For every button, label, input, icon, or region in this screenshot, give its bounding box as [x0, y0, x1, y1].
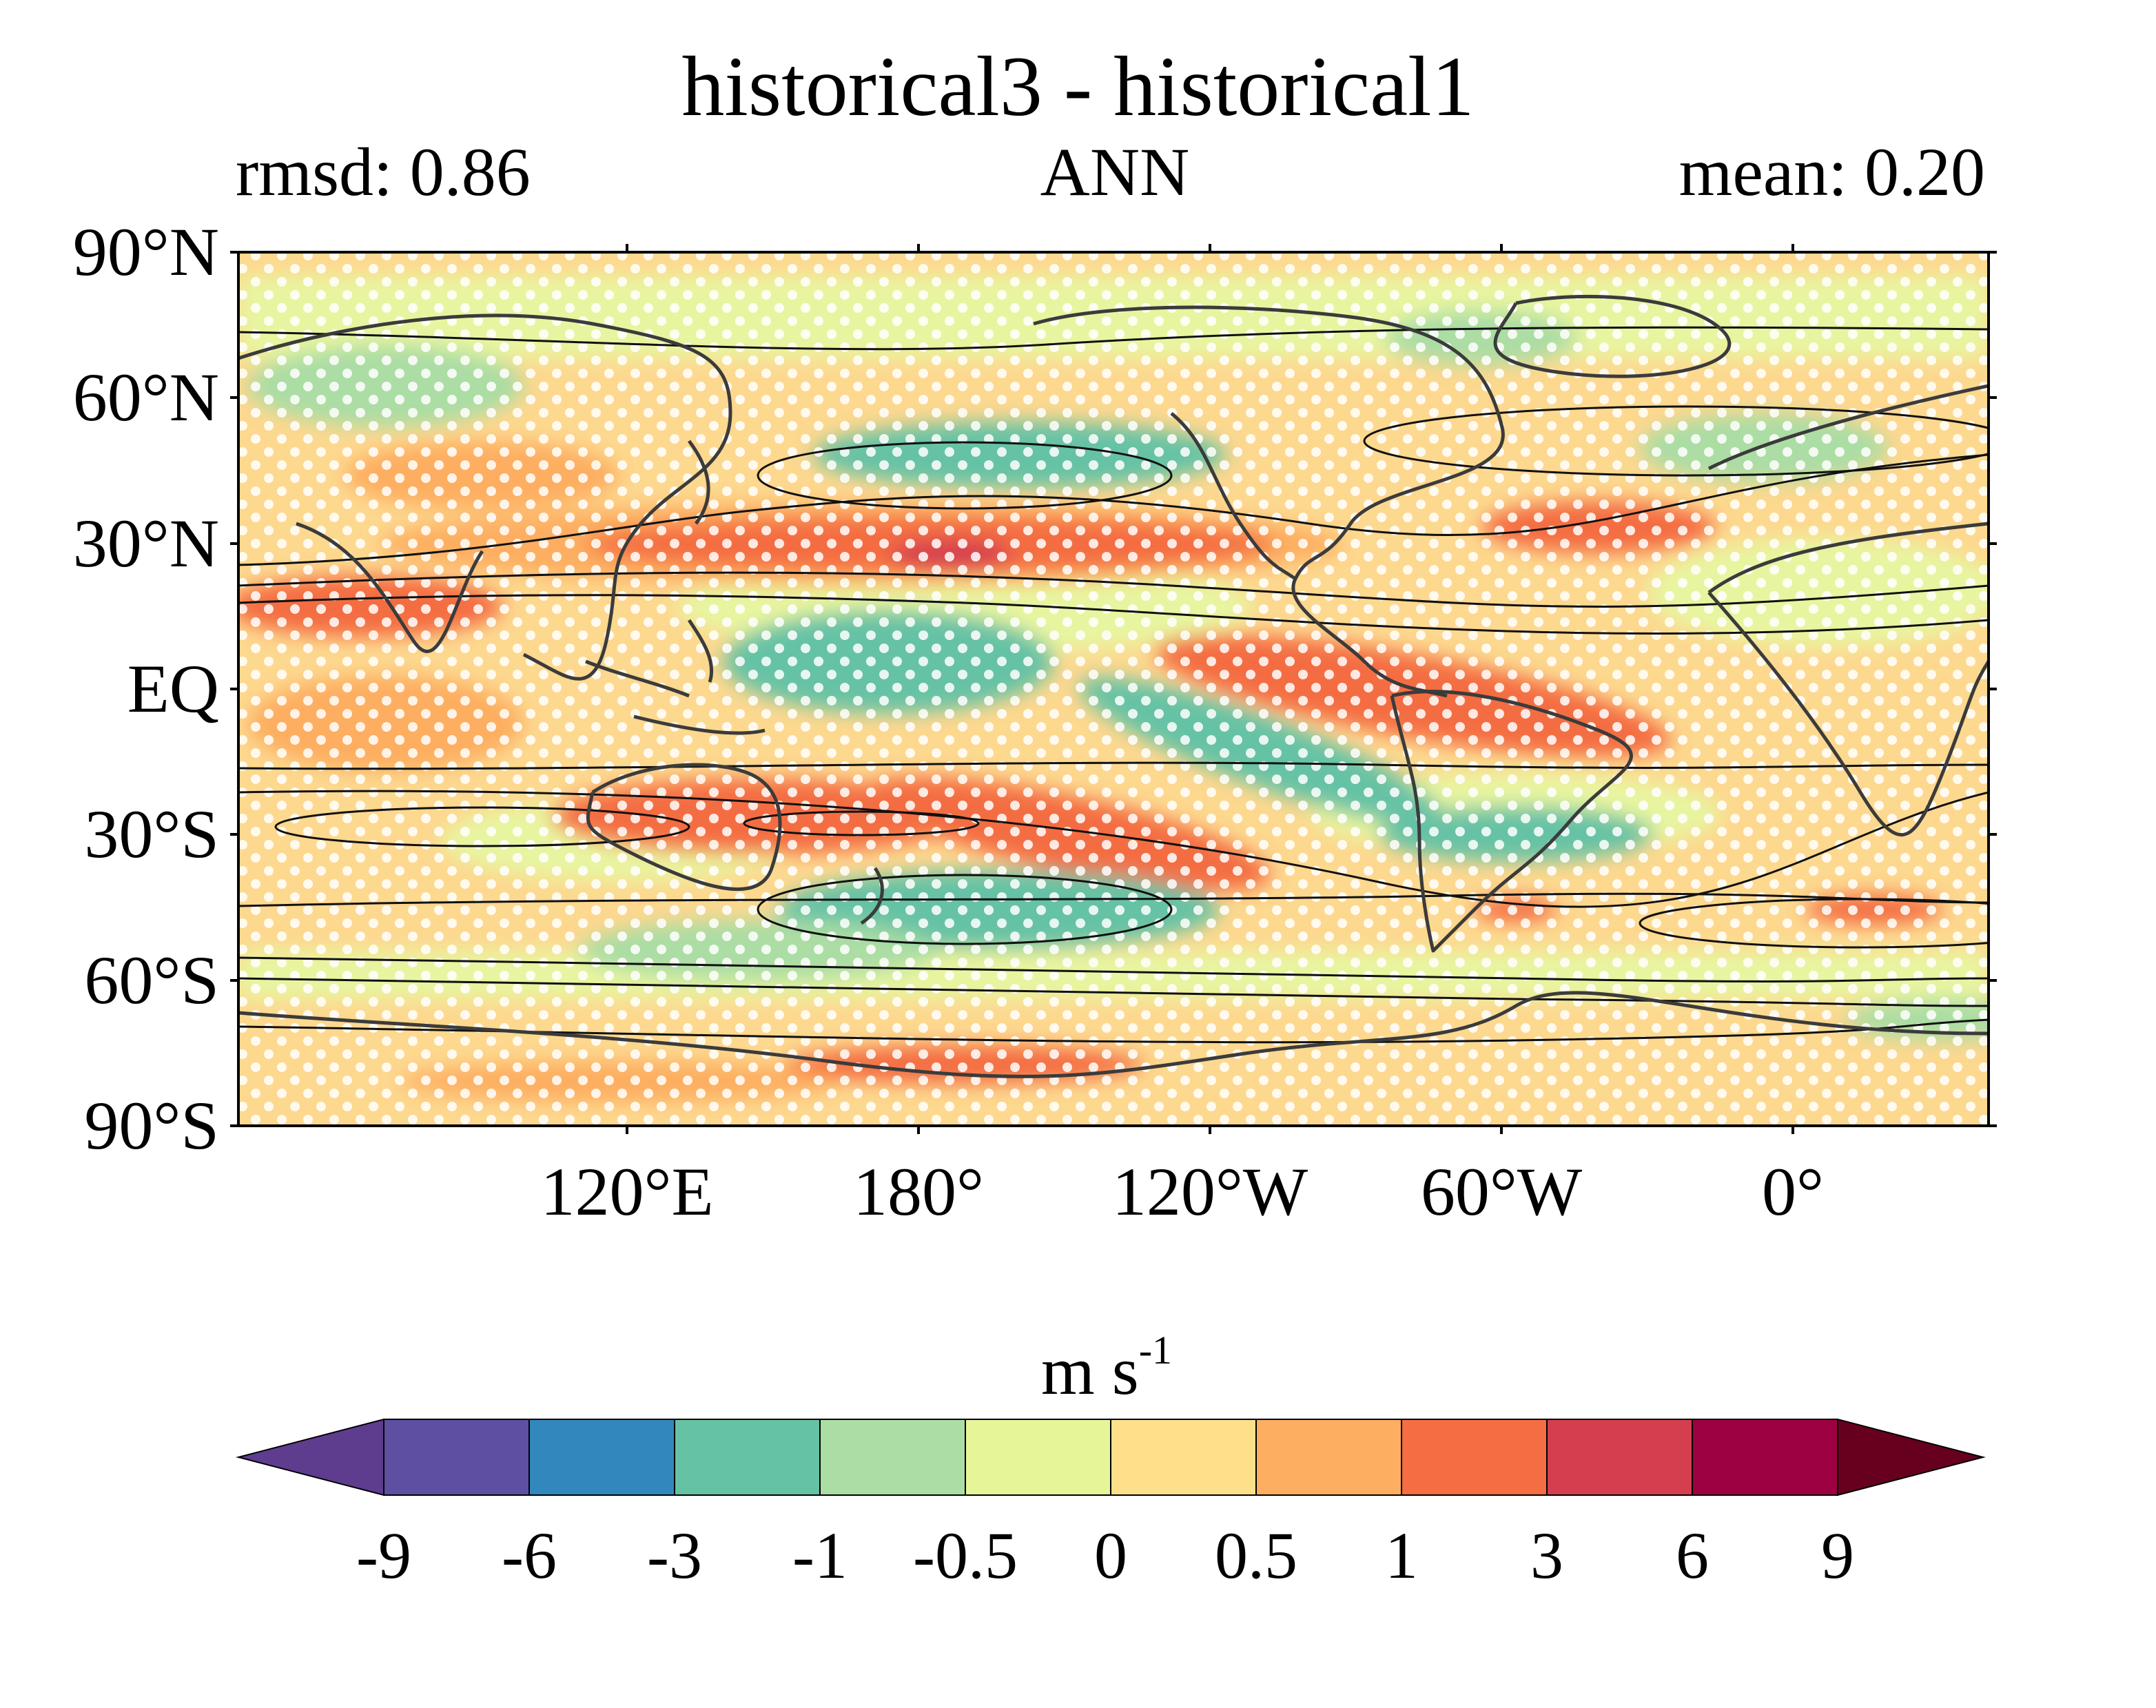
- lon-label-180: 180°: [853, 1153, 984, 1230]
- lat-label-60s: 60°S: [84, 942, 219, 1018]
- colorbar-label: -9: [356, 1519, 411, 1592]
- map-title: historical3 - historical1: [681, 39, 1475, 134]
- significance-stippling: [238, 252, 1989, 1126]
- colorbar-bin: [1401, 1419, 1548, 1496]
- lat-label-90n: 90°N: [72, 214, 219, 290]
- colorbar-extend-min: [236, 1418, 384, 1496]
- colorbar-bin: [383, 1419, 530, 1496]
- lon-label-120e: 120°E: [540, 1153, 714, 1230]
- colorbar-bin: [1255, 1419, 1402, 1496]
- coastlines: [238, 294, 1989, 1078]
- climatology-contours: [238, 326, 1989, 1044]
- units-base: m s: [1040, 1333, 1139, 1409]
- lon-label-120w: 120°W: [1111, 1153, 1308, 1230]
- colorbar-bin: [965, 1419, 1111, 1496]
- lon-label-60w: 60°W: [1420, 1153, 1583, 1230]
- colorbar-label: 0.5: [1215, 1519, 1297, 1592]
- rmsd-label: rmsd: 0.86: [236, 134, 531, 210]
- colorbar-label: 6: [1676, 1519, 1709, 1592]
- colorbar-label: 9: [1821, 1519, 1854, 1592]
- colorbar-label: 0: [1094, 1519, 1127, 1592]
- season-label: ANN: [1040, 134, 1190, 210]
- lat-label-30s: 30°S: [84, 796, 219, 872]
- map-panel: [238, 252, 1989, 1126]
- lat-label-90s: 90°S: [84, 1087, 219, 1164]
- lat-label-30n: 30°N: [72, 505, 219, 582]
- colorbar-label: -0.5: [913, 1519, 1018, 1592]
- colorbar-label: -1: [792, 1519, 848, 1592]
- colorbar-units: m s-1: [0, 1330, 2156, 1406]
- colorbar-bin: [819, 1419, 966, 1496]
- units-exponent: -1: [1138, 1328, 1173, 1372]
- lat-label-eq: EQ: [127, 650, 219, 727]
- colorbar-extend-max: [1837, 1418, 1986, 1496]
- lon-label-0: 0°: [1762, 1153, 1824, 1230]
- colorbar: [236, 1418, 1986, 1496]
- colorbar-label: 1: [1385, 1519, 1418, 1592]
- lat-label-60n: 60°N: [72, 359, 219, 435]
- colorbar-label: -6: [502, 1519, 557, 1592]
- mean-label: mean: 0.20: [1678, 134, 1985, 210]
- colorbar-bin: [1110, 1419, 1257, 1496]
- colorbar-label: -3: [647, 1519, 702, 1592]
- lat-ticks: [230, 251, 1997, 1127]
- colorbar-bin: [674, 1419, 821, 1496]
- colorbar-bin: [1692, 1419, 1838, 1496]
- colorbar-bin: [528, 1419, 675, 1496]
- colorbar-bin: [1546, 1419, 1693, 1496]
- colorbar-label: 3: [1530, 1519, 1563, 1592]
- lon-ticks: [626, 244, 1794, 1134]
